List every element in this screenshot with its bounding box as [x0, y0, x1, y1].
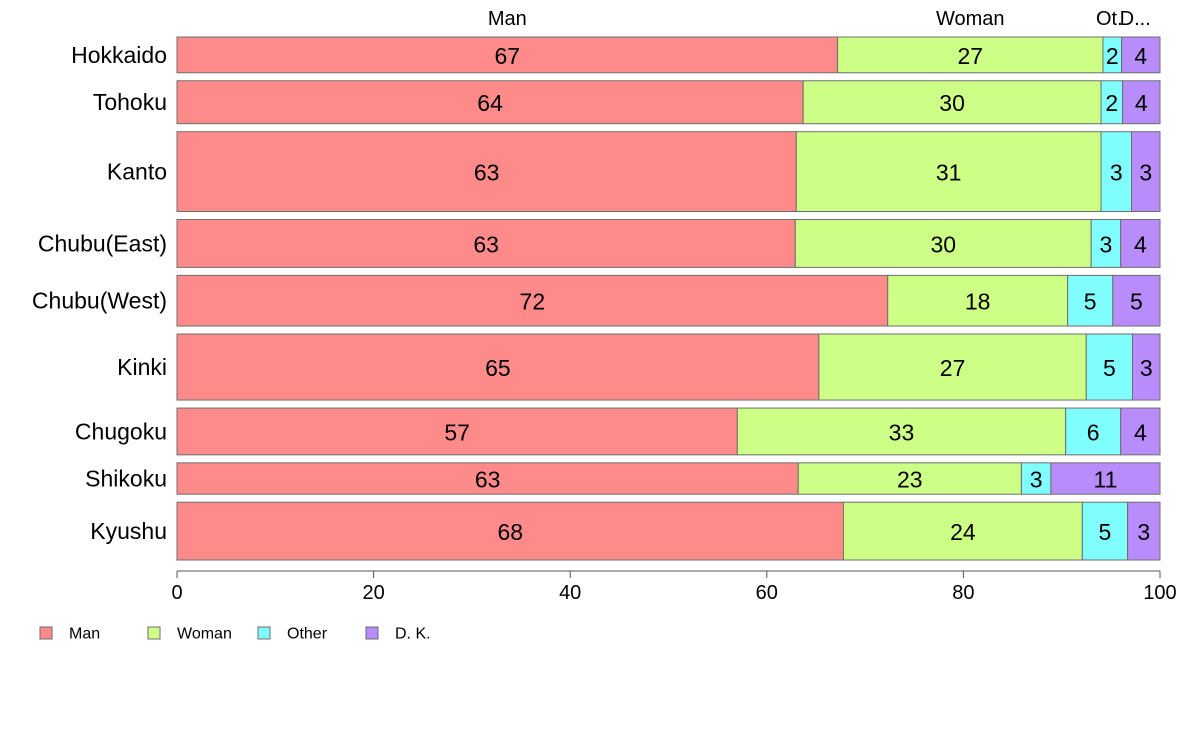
bar-segment [176, 80, 804, 125]
data-label: 31 [936, 160, 962, 186]
bar-segment [842, 501, 1083, 561]
data-label: 4 [1134, 43, 1147, 69]
data-label: 5 [1099, 519, 1112, 545]
bar-segment [1112, 274, 1161, 327]
data-label: 27 [957, 43, 983, 69]
bar-segment [1067, 274, 1114, 327]
data-label: 4 [1135, 90, 1148, 116]
data-label: 64 [477, 90, 503, 116]
data-label: 3 [1110, 160, 1123, 186]
data-label: 33 [889, 419, 915, 445]
top-label-other: Ot. [1096, 8, 1123, 30]
bar-segment [1121, 36, 1161, 74]
data-label: 18 [965, 289, 991, 315]
data-label: 23 [897, 467, 923, 493]
data-label: 72 [520, 289, 546, 315]
data-label: 65 [485, 355, 511, 381]
data-label: 4 [1134, 419, 1147, 445]
category-label: Chubu(West) [32, 288, 167, 314]
category-label: Hokkaido [71, 42, 167, 68]
bar-segment [1131, 333, 1161, 401]
data-label: 11 [1093, 467, 1117, 493]
data-label: 3 [1140, 355, 1153, 381]
bar-segment [176, 501, 844, 561]
bar-segment [176, 219, 796, 268]
top-label-woman: Woman [936, 8, 1005, 30]
bar-segment [1081, 501, 1129, 561]
category-label: Kanto [107, 159, 167, 185]
data-label: 68 [497, 519, 523, 545]
data-label: 4 [1134, 231, 1147, 257]
bar-segment [837, 36, 1104, 74]
category-label: Kinki [117, 354, 167, 380]
category-label: Chubu(East) [38, 230, 167, 256]
top-label-dk: D... [1120, 8, 1151, 30]
legend-swatch [365, 626, 379, 640]
data-label: 2 [1105, 90, 1118, 116]
bar-segment [176, 131, 797, 213]
top-label-man: Man [488, 8, 527, 30]
data-label: 5 [1103, 355, 1116, 381]
data-label: 63 [475, 467, 501, 493]
data-label: 3 [1100, 231, 1113, 257]
data-label: 30 [930, 231, 956, 257]
x-tick-label: 100 [1143, 582, 1176, 604]
data-label: 63 [474, 160, 500, 186]
bar-segment [176, 462, 799, 495]
bar-segment [1085, 333, 1133, 401]
x-tick-label: 0 [171, 582, 182, 604]
data-label: 2 [1106, 43, 1119, 69]
bar-segment [176, 407, 738, 456]
bar-segment [1090, 219, 1122, 268]
category-label: Kyushu [90, 518, 167, 544]
bar-segment [1127, 501, 1161, 561]
legend-label: Woman [177, 626, 232, 643]
bar-segment [818, 333, 1087, 401]
bar-segment [1120, 219, 1161, 268]
x-tick-label: 40 [559, 582, 581, 604]
data-label: 57 [444, 419, 470, 445]
legend-swatch [39, 626, 53, 640]
data-label: 63 [473, 231, 499, 257]
legend-label: Other [287, 626, 328, 643]
data-label: 3 [1030, 467, 1043, 493]
bar-segment [795, 131, 1102, 213]
bar-segment [1020, 462, 1052, 495]
legend-swatch [147, 626, 161, 640]
bar-segment [1122, 80, 1161, 125]
bar-segment [1120, 407, 1161, 456]
legend-swatch [257, 626, 271, 640]
data-label: 3 [1139, 160, 1152, 186]
bar-segment [1130, 131, 1161, 213]
bar-segment [1100, 131, 1132, 213]
x-tick-label: 20 [362, 582, 384, 604]
legend-label: Man [69, 626, 100, 643]
data-label: 5 [1084, 289, 1097, 315]
data-label: 24 [950, 519, 976, 545]
category-label: Chugoku [75, 418, 167, 444]
bar-segment [736, 407, 1067, 456]
x-tick-label: 80 [952, 582, 974, 604]
bar-segment [802, 80, 1102, 125]
data-label: 3 [1137, 519, 1150, 545]
bar-segment [797, 462, 1022, 495]
data-label: 30 [939, 90, 965, 116]
bar-segment [1050, 462, 1161, 495]
data-label: 67 [494, 43, 520, 69]
data-label: 27 [940, 355, 966, 381]
bar-segment [176, 36, 839, 74]
x-tick-label: 60 [756, 582, 778, 604]
category-label: Shikoku [85, 466, 167, 492]
category-label: Tohoku [93, 89, 167, 115]
bar-segment [794, 219, 1092, 268]
data-label: 6 [1087, 419, 1100, 445]
data-label: 5 [1130, 289, 1143, 315]
legend-label: D. K. [395, 626, 431, 643]
